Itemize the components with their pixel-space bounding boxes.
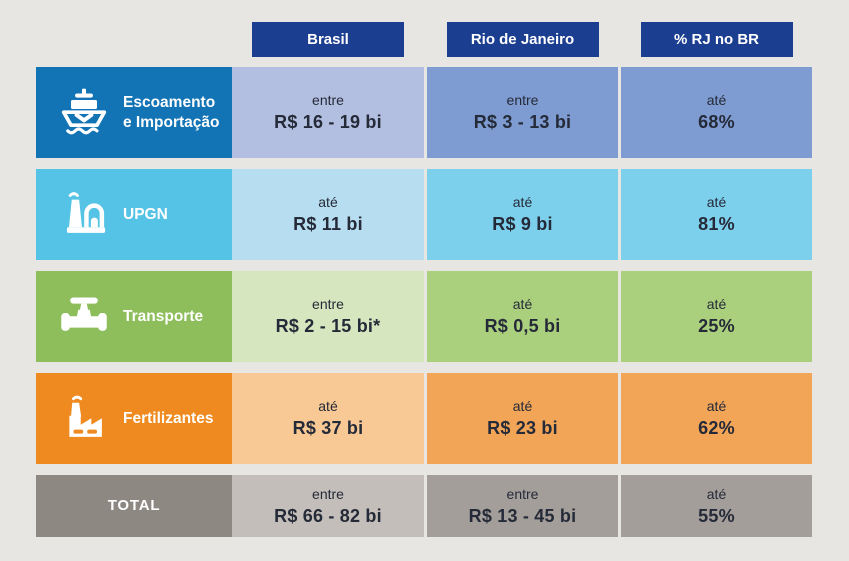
row-label-upgn: UPGN (36, 169, 232, 260)
cell-value: R$ 16 - 19 bi (274, 112, 382, 132)
cell-qualifier: até (318, 398, 338, 414)
cell-qualifier: até (512, 398, 533, 414)
cell-fertilizantes-rio: até R$ 23 bi (427, 373, 618, 464)
cell-value: R$ 66 - 82 bi (274, 505, 382, 526)
cell-value: R$ 0,5 bi (484, 316, 561, 336)
cell-total-rio: entre R$ 13 - 45 bi (427, 475, 618, 537)
ship-icon (58, 84, 110, 142)
cell-qualifier: entre (506, 485, 539, 502)
cell-qualifier: entre (506, 92, 539, 108)
cell-upgn-rio: até R$ 9 bi (427, 169, 618, 260)
cell-total-pct: até 55% (621, 475, 812, 537)
cell-qualifier: até (512, 296, 533, 312)
cell-total-brasil: entre R$ 66 - 82 bi (232, 475, 424, 537)
factory-icon (58, 390, 110, 448)
row-label-text: TOTAL (107, 497, 161, 515)
cell-qualifier: até (706, 398, 727, 414)
cell-value: 25% (698, 316, 735, 336)
row-label-transporte: Transporte (36, 271, 232, 362)
cell-upgn-pct: até 81% (621, 169, 812, 260)
row-label-text: Transporte (123, 307, 204, 325)
cell-value: R$ 3 - 13 bi (473, 112, 572, 132)
cell-qualifier: até (706, 92, 727, 108)
cell-transporte-pct: até 25% (621, 271, 812, 362)
cell-value: R$ 9 bi (492, 214, 553, 234)
pipeline-valve-icon (58, 288, 110, 346)
cell-escoamento-rio: entre R$ 3 - 13 bi (427, 67, 618, 158)
cell-qualifier: até (318, 194, 338, 210)
cell-value: 81% (698, 214, 735, 234)
cell-value: 55% (698, 505, 735, 526)
cell-value: R$ 23 bi (487, 418, 558, 438)
cell-transporte-rio: até R$ 0,5 bi (427, 271, 618, 362)
cell-qualifier: até (706, 485, 727, 502)
cell-qualifier: entre (312, 485, 344, 502)
cell-qualifier: entre (312, 296, 344, 312)
gas-plant-icon (58, 186, 110, 244)
column-header-rio-de-janeiro: Rio de Janeiro (446, 22, 599, 57)
cell-qualifier: entre (312, 92, 344, 108)
row-label-total: TOTAL (36, 475, 232, 537)
cell-value: R$ 37 bi (292, 418, 364, 438)
table-row-transporte: Transporte entre R$ 2 - 15 bi* até R$ 0,… (36, 271, 849, 362)
column-header-pct-rj-no-br: % RJ no BR (640, 22, 793, 57)
cell-fertilizantes-brasil: até R$ 37 bi (232, 373, 424, 464)
cell-qualifier: até (706, 296, 727, 312)
table-row-fertilizantes: Fertilizantes até R$ 37 bi até R$ 23 bi … (36, 373, 849, 464)
row-label-escoamento: Escoamento e Importação (36, 67, 232, 158)
cell-value: 68% (698, 112, 735, 132)
header-col-rio: Rio de Janeiro (427, 22, 618, 57)
column-header-row: Brasil Rio de Janeiro % RJ no BR (36, 22, 849, 57)
table-row-upgn: UPGN até R$ 11 bi até R$ 9 bi até 81% (36, 169, 849, 260)
cell-upgn-brasil: até R$ 11 bi (232, 169, 424, 260)
cell-value: R$ 2 - 15 bi* (275, 316, 381, 336)
cell-escoamento-pct: até 68% (621, 67, 812, 158)
cell-fertilizantes-pct: até 62% (621, 373, 812, 464)
row-label-text: Escoamento e Importação (123, 93, 220, 131)
header-label-spacer (36, 22, 232, 57)
cell-value: R$ 13 - 45 bi (468, 505, 577, 526)
cell-value: R$ 11 bi (293, 214, 363, 234)
row-label-text: UPGN (123, 205, 168, 223)
cell-escoamento-brasil: entre R$ 16 - 19 bi (232, 67, 424, 158)
cell-qualifier: até (706, 194, 727, 210)
header-col-pct: % RJ no BR (621, 22, 812, 57)
header-col-brasil: Brasil (232, 22, 424, 57)
row-label-fertilizantes: Fertilizantes (36, 373, 232, 464)
table-row-escoamento-importacao: Escoamento e Importação entre R$ 16 - 19… (36, 67, 849, 158)
cell-qualifier: até (512, 194, 533, 210)
cell-transporte-brasil: entre R$ 2 - 15 bi* (232, 271, 424, 362)
row-label-text: Fertilizantes (123, 409, 214, 427)
column-header-brasil: Brasil (252, 22, 404, 57)
table-row-total: TOTAL entre R$ 66 - 82 bi entre R$ 13 - … (36, 475, 849, 537)
cell-value: 62% (698, 418, 735, 438)
